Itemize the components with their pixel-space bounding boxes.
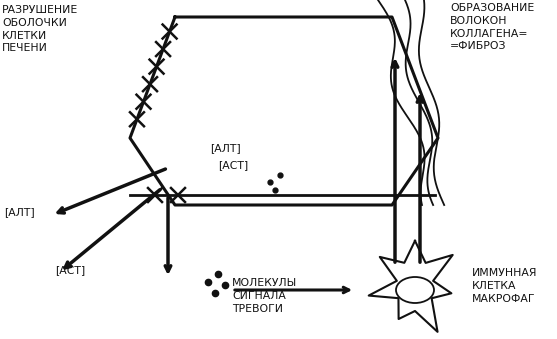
Text: [АСТ]: [АСТ] — [218, 160, 248, 170]
Text: [АЛТ]: [АЛТ] — [4, 207, 35, 217]
Text: ОБРАЗОВАНИЕ
ВОЛОКОН
КОЛЛАГЕНА=
=ФИБРОЗ: ОБРАЗОВАНИЕ ВОЛОКОН КОЛЛАГЕНА= =ФИБРОЗ — [450, 3, 534, 52]
Text: [АСТ]: [АСТ] — [55, 265, 85, 275]
Text: РАЗРУШЕНИЕ
ОБОЛОЧКИ
КЛЕТКИ
ПЕЧЕНИ: РАЗРУШЕНИЕ ОБОЛОЧКИ КЛЕТКИ ПЕЧЕНИ — [2, 5, 78, 54]
Text: ИММУННАЯ
КЛЕТКА
МАКРОФАГ: ИММУННАЯ КЛЕТКА МАКРОФАГ — [472, 268, 538, 304]
Text: [АЛТ]: [АЛТ] — [210, 143, 241, 153]
Text: МОЛЕКУЛЫ
СИГНАЛА
ТРЕВОГИ: МОЛЕКУЛЫ СИГНАЛА ТРЕВОГИ — [232, 278, 297, 314]
